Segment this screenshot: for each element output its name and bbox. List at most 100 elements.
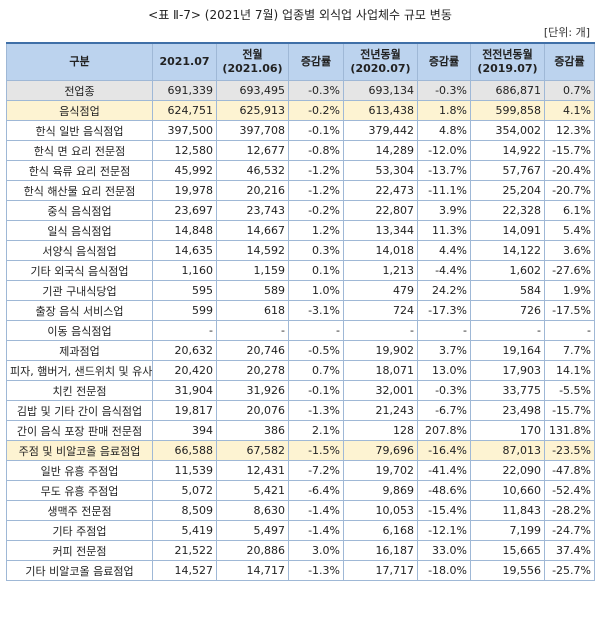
- table-cell: 18,071: [343, 360, 418, 381]
- table-cell: 14,717: [216, 560, 289, 581]
- table-cell: 1,160: [152, 260, 217, 281]
- table-cell: -: [152, 320, 217, 341]
- table-cell: -0.2%: [288, 200, 344, 221]
- column-header: 증감률: [288, 42, 344, 81]
- table-cell: 57,767: [470, 160, 545, 181]
- table-cell: 14.1%: [544, 360, 595, 381]
- table-cell: 170: [470, 420, 545, 441]
- table-cell: 479: [343, 280, 418, 301]
- table-cell: 23,743: [216, 200, 289, 221]
- table-cell: 0.3%: [288, 240, 344, 261]
- table-cell: 21,522: [152, 540, 217, 561]
- table-cell: 32,001: [343, 380, 418, 401]
- table-cell: -47.8%: [544, 460, 595, 481]
- table-cell: 33.0%: [417, 540, 471, 561]
- table-body: 전업종 691,339 693,495 -0.3% 693,134 -0.3% 686,87…: [6, 80, 595, 581]
- table-cell: 10,660: [470, 480, 545, 501]
- table-cell: -0.3%: [417, 80, 471, 101]
- table-cell: 0.7%: [288, 360, 344, 381]
- table-row: 김밥 및 기타 간이 음식점업 19,817 20,076 -1.3% 21,243 -6…: [6, 400, 595, 421]
- table-cell: 14,122: [470, 240, 545, 261]
- table-cell: 20,278: [216, 360, 289, 381]
- table-cell: 14,667: [216, 220, 289, 241]
- table-cell: 37.4%: [544, 540, 595, 561]
- table-cell: 21,243: [343, 400, 418, 421]
- table-cell: 595: [152, 280, 217, 301]
- table-cell: -0.1%: [288, 380, 344, 401]
- table-cell: -11.1%: [417, 180, 471, 201]
- table-cell: 625,913: [216, 100, 289, 121]
- table-cell: 6.1%: [544, 200, 595, 221]
- row-label: 한식 육류 요리 전문점: [6, 160, 153, 181]
- table-cell: 16,187: [343, 540, 418, 561]
- table-row: 서양식 음식점업 14,635 14,592 0.3% 14,018 4.4% 14,122…: [6, 240, 595, 261]
- table-cell: 1.2%: [288, 220, 344, 241]
- table-cell: 4.4%: [417, 240, 471, 261]
- table-cell: 394: [152, 420, 217, 441]
- column-header: 전월 (2021.06): [216, 42, 289, 81]
- table-cell: 379,442: [343, 120, 418, 141]
- table-cell: -0.5%: [288, 340, 344, 361]
- table-cell: 53,304: [343, 160, 418, 181]
- table-cell: -1.2%: [288, 180, 344, 201]
- table-cell: -1.2%: [288, 160, 344, 181]
- table-cell: 8,630: [216, 500, 289, 521]
- row-label: 한식 면 요리 전문점: [6, 140, 153, 161]
- row-label: 일식 음식점업: [6, 220, 153, 241]
- table-row: 치킨 전문점 31,904 31,926 -0.1% 32,001 -0.3% 33,775…: [6, 380, 595, 401]
- table-cell: -15.7%: [544, 400, 595, 421]
- table-cell: 79,696: [343, 440, 418, 461]
- table-cell: 624,751: [152, 100, 217, 121]
- table-cell: 686,871: [470, 80, 545, 101]
- column-header: 구분: [6, 42, 153, 81]
- table-row: 주점 및 비알코올 음료점업 66,588 67,582 -1.5% 79,696 -16…: [6, 440, 595, 461]
- table-cell: -12.0%: [417, 140, 471, 161]
- table-cell: 397,500: [152, 120, 217, 141]
- table-cell: 7.7%: [544, 340, 595, 361]
- table-row: 기타 주점업 5,419 5,497 -1.4% 6,168 -12.1% 7,199 -24…: [6, 520, 595, 541]
- table-row: 이동 음식점업 - - - - - - -: [6, 320, 595, 341]
- table-cell: -16.4%: [417, 440, 471, 461]
- table-cell: 618: [216, 300, 289, 321]
- table-cell: -: [343, 320, 418, 341]
- table-cell: 693,134: [343, 80, 418, 101]
- table-cell: -1.3%: [288, 560, 344, 581]
- table-cell: 1,213: [343, 260, 418, 281]
- table-cell: 386: [216, 420, 289, 441]
- table-row: 기타 외국식 음식점업 1,160 1,159 0.1% 1,213 -4.4% 1,602…: [6, 260, 595, 281]
- table-row: 생맥주 전문점 8,509 8,630 -1.4% 10,053 -15.4% 11,843…: [6, 500, 595, 521]
- table-cell: 14,091: [470, 220, 545, 241]
- row-label: 일반 유흥 주점업: [6, 460, 153, 481]
- table-cell: 693,495: [216, 80, 289, 101]
- row-label: 이동 음식점업: [6, 320, 153, 341]
- table-cell: 13,344: [343, 220, 418, 241]
- table-cell: 12,677: [216, 140, 289, 161]
- table-row: 제과점업 20,632 20,746 -0.5% 19,902 3.7% 19,164 7.7…: [6, 340, 595, 361]
- table-cell: 12.3%: [544, 120, 595, 141]
- table-cell: -23.5%: [544, 440, 595, 461]
- table-cell: 14,018: [343, 240, 418, 261]
- column-header: 전전년동월 (2019.07): [470, 42, 545, 81]
- column-header: 증감률: [544, 42, 595, 81]
- table-cell: 10,053: [343, 500, 418, 521]
- row-label: 주점 및 비알코올 음료점업: [6, 440, 153, 461]
- table-cell: -1.5%: [288, 440, 344, 461]
- table-cell: 613,438: [343, 100, 418, 121]
- table-cell: 11,539: [152, 460, 217, 481]
- table-caption: <표 Ⅱ-7> (2021년 7월) 업종별 외식업 사업체수 규모 변동: [148, 8, 452, 22]
- table-cell: -: [417, 320, 471, 341]
- column-header: 2021.07: [152, 42, 217, 81]
- table-cell: -15.4%: [417, 500, 471, 521]
- row-label: 커피 전문점: [6, 540, 153, 561]
- table-cell: -17.3%: [417, 300, 471, 321]
- table-row: 한식 일반 음식점업 397,500 397,708 -0.1% 379,442 4.8%…: [6, 120, 595, 141]
- table-cell: 19,817: [152, 400, 217, 421]
- table-cell: 22,328: [470, 200, 545, 221]
- table-cell: 1.8%: [417, 100, 471, 121]
- row-label: 출장 음식 서비스업: [6, 300, 153, 321]
- table-cell: 46,532: [216, 160, 289, 181]
- table-cell: 66,588: [152, 440, 217, 461]
- table-cell: -27.6%: [544, 260, 595, 281]
- row-label: 기타 주점업: [6, 520, 153, 541]
- table-row: 중식 음식점업 23,697 23,743 -0.2% 22,807 3.9% 22,328…: [6, 200, 595, 221]
